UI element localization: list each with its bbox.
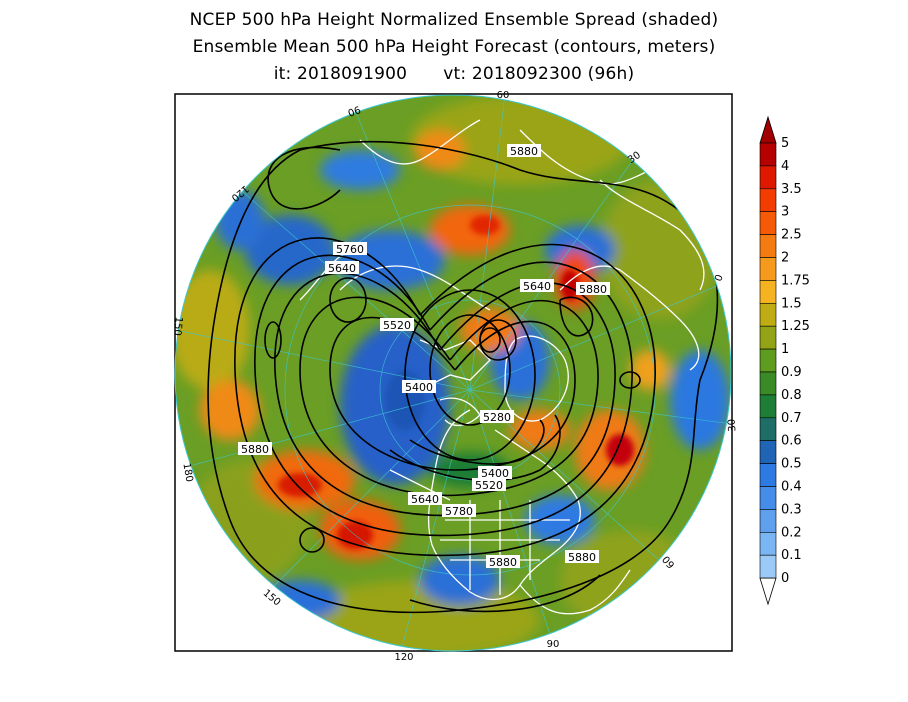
contour-label: 5280 [483, 411, 511, 424]
contour-label: 5520 [383, 319, 411, 332]
colorbar-label: 0.7 [781, 411, 802, 426]
colorbar-label: 2.5 [781, 228, 802, 243]
title-line-3: it: 2018091900 vt: 2018092300 (96h) [0, 64, 908, 84]
colorbar-label: 0.5 [781, 457, 802, 472]
contour-label: 5400 [405, 381, 433, 394]
longitude-label: 180 [180, 462, 194, 483]
colorbar-label: 0.1 [781, 548, 802, 563]
colorbar-swatch [759, 188, 777, 213]
height-contours [207, 140, 719, 614]
colorbar-swatch [759, 325, 777, 350]
colorbar-swatch [759, 463, 777, 487]
colorbar-swatch [759, 234, 777, 258]
colorbar-swatch [759, 142, 777, 167]
colorbar-underflow-triangle [759, 577, 777, 606]
colorbar-label: 1.25 [781, 319, 810, 334]
colorbar-swatch [759, 348, 777, 373]
contour-label: 5780 [445, 505, 473, 518]
colorbar-label: 0.4 [781, 480, 802, 495]
contour-label: 5640 [523, 280, 551, 293]
colorbar-label: 1.5 [781, 296, 802, 311]
contour-label: 5400 [481, 467, 509, 480]
contour-label: 5640 [411, 493, 439, 506]
colorbar-swatch [759, 257, 777, 281]
init-time-label: it: 2018091900 [273, 64, 408, 84]
contour-label: 5520 [475, 479, 503, 492]
colorbar-label: 2 [781, 251, 789, 266]
longitude-label: 0 [713, 273, 726, 283]
colorbar-swatch [759, 211, 777, 235]
colorbar-label: 0.8 [781, 388, 802, 403]
contour-label: 5640 [328, 262, 356, 275]
longitude-label: 60 [497, 90, 510, 101]
longitude-label: 30 [726, 418, 738, 432]
contour-label: 5880 [579, 283, 607, 296]
colorbar-swatch [759, 302, 777, 327]
colorbar-swatch [759, 554, 777, 579]
colorbar-swatch [759, 165, 777, 190]
colorbar-label: 0 [781, 571, 789, 586]
colorbar-swatch [759, 371, 777, 396]
contour-label: 5880 [568, 551, 596, 564]
contour-label-group: 5880 5760 5640 5640 5880 5520 5400 5280 … [238, 144, 610, 569]
colorbar-label: 1.75 [781, 273, 810, 288]
contour-label: 5880 [241, 443, 269, 456]
colorbar-swatch [759, 394, 777, 419]
longitude-label: 90 [547, 639, 560, 650]
colorbar-swatch [759, 417, 777, 441]
longitude-label: 120 [394, 652, 413, 663]
longitude-label: 150 [171, 316, 184, 336]
colorbar-label: 4 [781, 159, 789, 174]
contour-label: 5880 [510, 145, 538, 158]
colorbar-swatch [759, 280, 777, 304]
title-line-2: Ensemble Mean 500 hPa Height Forecast (c… [192, 37, 716, 57]
colorbar-label: 0.2 [781, 525, 802, 540]
colorbar-label: 5 [781, 136, 789, 151]
colorbar-label: 0.6 [781, 434, 802, 449]
colorbar-swatch [759, 509, 777, 533]
longitude-label: 90 [346, 103, 362, 118]
contour-label: 5880 [489, 556, 517, 569]
contour-label: 5760 [336, 243, 364, 256]
colorbar-label: 0.3 [781, 502, 802, 517]
colorbar-label: 3.5 [781, 182, 802, 197]
colorbar-swatch [759, 531, 777, 556]
colorbar-label: 1 [781, 342, 789, 357]
coastlines [299, 119, 705, 615]
colorbar: 5 4 3.5 3 2.5 2 1.75 1.5 1.25 1 0.9 0.8 0.7 0.6 0.5 0.4… [759, 115, 810, 606]
colorbar-overflow-triangle [759, 115, 777, 144]
colorbar-label: 0.9 [781, 365, 802, 380]
colorbar-swatch [759, 486, 777, 510]
valid-time-label: vt: 2018092300 (96h) [443, 64, 635, 84]
colorbar-label: 3 [781, 205, 789, 220]
map-disc-edge [174, 94, 732, 652]
title-line-1: NCEP 500 hPa Height Normalized Ensemble … [189, 10, 719, 30]
colorbar-swatch [759, 440, 777, 464]
